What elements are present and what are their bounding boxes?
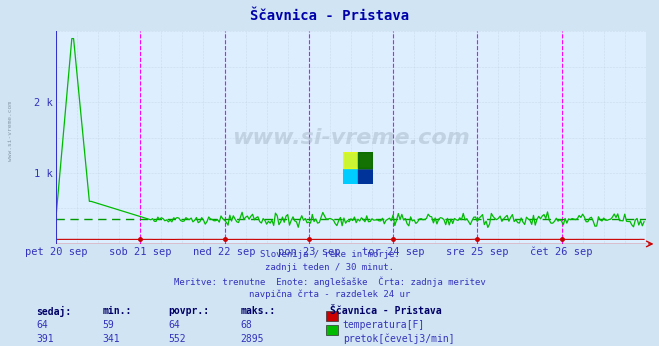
Text: maks.:: maks.: bbox=[241, 306, 275, 316]
Text: pretok[čevelj3/min]: pretok[čevelj3/min] bbox=[343, 334, 454, 344]
Text: Meritve: trenutne  Enote: anglešaške  Črta: zadnja meritev: Meritve: trenutne Enote: anglešaške Črta… bbox=[173, 276, 486, 286]
Text: povpr.:: povpr.: bbox=[168, 306, 209, 316]
Text: 2895: 2895 bbox=[241, 334, 264, 344]
Text: 341: 341 bbox=[102, 334, 120, 344]
Text: navpična črta - razdelek 24 ur: navpična črta - razdelek 24 ur bbox=[249, 289, 410, 299]
Text: Slovenija / reke in morje.: Slovenija / reke in morje. bbox=[260, 250, 399, 259]
Text: 59: 59 bbox=[102, 320, 114, 330]
Text: Ščavnica - Pristava: Ščavnica - Pristava bbox=[330, 306, 441, 316]
Text: 552: 552 bbox=[168, 334, 186, 344]
Text: Ščavnica - Pristava: Ščavnica - Pristava bbox=[250, 9, 409, 22]
Text: www.si-vreme.com: www.si-vreme.com bbox=[8, 101, 13, 162]
Text: min.:: min.: bbox=[102, 306, 132, 316]
Text: zadnji teden / 30 minut.: zadnji teden / 30 minut. bbox=[265, 263, 394, 272]
Text: 391: 391 bbox=[36, 334, 54, 344]
Text: 64: 64 bbox=[168, 320, 180, 330]
Text: temperatura[F]: temperatura[F] bbox=[343, 320, 425, 330]
Text: sedaj:: sedaj: bbox=[36, 306, 71, 317]
Text: 64: 64 bbox=[36, 320, 48, 330]
Text: www.si-vreme.com: www.si-vreme.com bbox=[232, 128, 470, 147]
Text: 68: 68 bbox=[241, 320, 252, 330]
